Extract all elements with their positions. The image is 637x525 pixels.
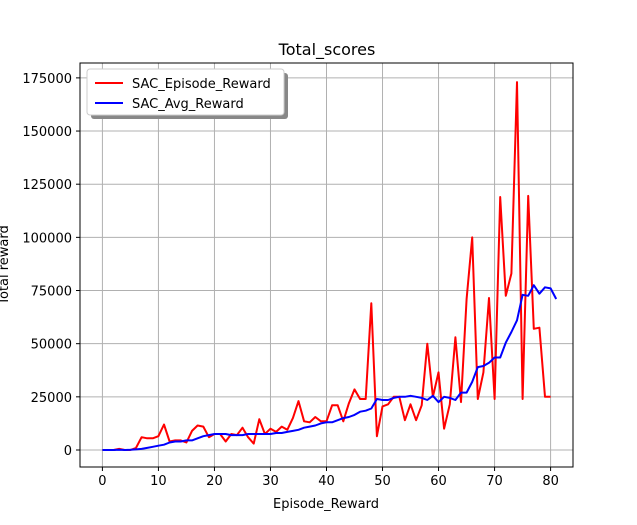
grid-lines xyxy=(80,63,573,467)
y-tick-label: 150000 xyxy=(22,125,72,140)
x-tick-label: 40 xyxy=(318,474,335,489)
legend-label-episode-reward: SAC_Episode_Reward xyxy=(132,77,271,92)
legend-box xyxy=(86,68,285,116)
y-axis-label: Total reward xyxy=(0,225,12,306)
x-axis: 0 10 20 30 40 50 60 70 80 xyxy=(98,467,559,489)
y-tick-label: 50000 xyxy=(31,338,72,353)
x-tick-label: 10 xyxy=(150,474,167,489)
legend-label-avg-reward: SAC_Avg_Reward xyxy=(132,97,244,112)
x-tick-label: 70 xyxy=(486,474,503,489)
x-axis-label: Episode_Reward xyxy=(273,497,379,512)
y-tick-label: 0 xyxy=(64,444,72,459)
x-tick-label: 60 xyxy=(430,474,447,489)
y-tick-label: 125000 xyxy=(22,178,72,193)
y-tick-label: 75000 xyxy=(31,285,72,300)
y-tick-label: 25000 xyxy=(31,391,72,406)
y-tick-label: 100000 xyxy=(22,231,72,246)
legend: SAC_Episode_Reward SAC_Avg_Reward xyxy=(86,68,288,119)
x-tick-label: 20 xyxy=(206,474,223,489)
x-tick-label: 50 xyxy=(374,474,391,489)
x-tick-label: 30 xyxy=(262,474,279,489)
plot-area xyxy=(79,62,574,468)
y-tick-label: 175000 xyxy=(22,72,72,87)
x-tick-label: 80 xyxy=(542,474,559,489)
x-tick-label: 0 xyxy=(98,474,106,489)
series-line-avg-reward xyxy=(102,284,558,451)
y-axis: 0 25000 50000 75000 100000 125000 150000 175000 xyxy=(22,72,80,459)
chart-title: Total_scores xyxy=(278,40,376,60)
series-lines xyxy=(102,81,558,451)
